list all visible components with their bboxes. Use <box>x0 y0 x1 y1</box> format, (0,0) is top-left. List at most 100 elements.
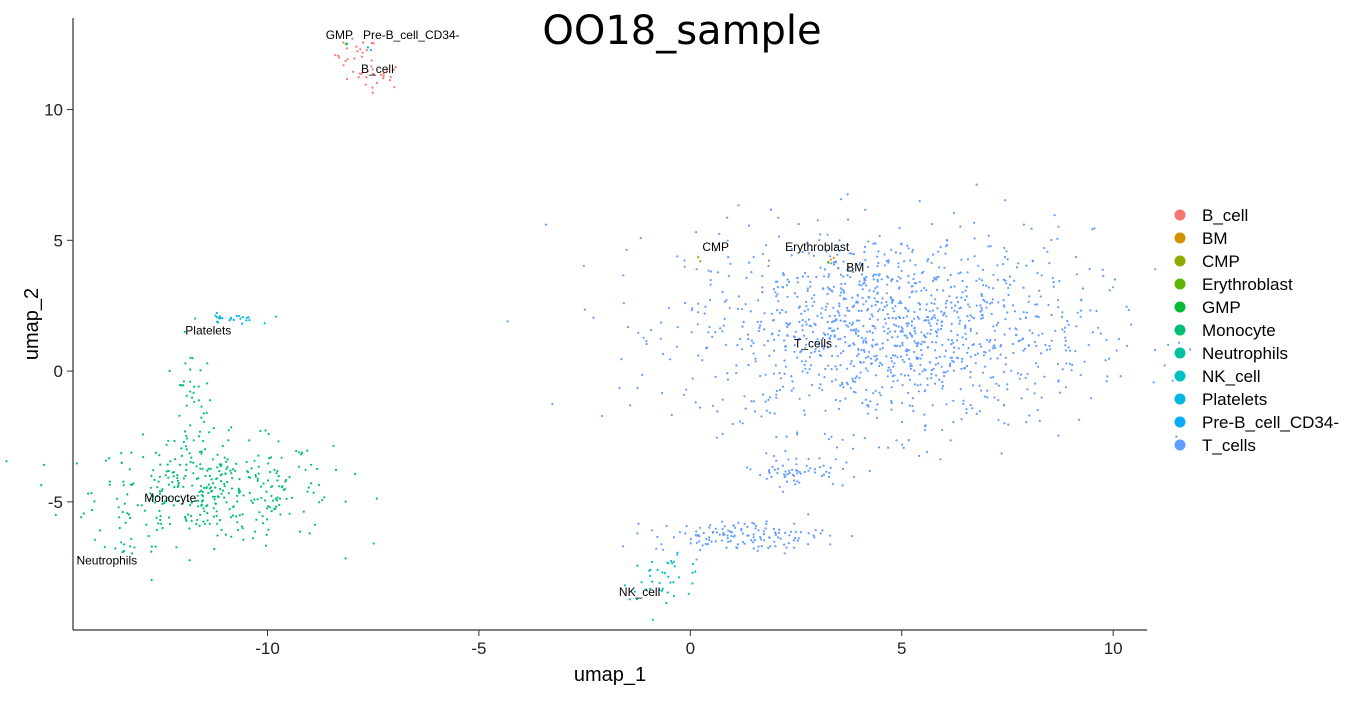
point-t-cells <box>852 475 856 478</box>
point-t-cells <box>930 294 933 297</box>
point-b-cell <box>356 50 359 53</box>
point-monocyte <box>209 467 212 470</box>
point-monocyte <box>215 514 218 518</box>
point-monocyte <box>206 504 209 507</box>
point-t-cells <box>903 334 906 337</box>
point-t-cells <box>824 333 827 336</box>
legend-swatch <box>1174 209 1186 221</box>
point-t-cells <box>787 458 790 461</box>
point-t-cells <box>752 255 755 259</box>
point-t-cells <box>857 352 860 356</box>
point-t-cells <box>923 413 926 416</box>
legend-swatch <box>1174 370 1186 382</box>
point-monocyte <box>129 516 132 520</box>
point-gmp <box>345 43 348 46</box>
point-t-cells <box>1076 311 1079 314</box>
point-t-cells <box>867 405 870 408</box>
point-t-cells <box>920 289 923 292</box>
point-t-cells <box>1020 397 1023 400</box>
point-t-cells <box>872 278 875 281</box>
point-t-cells <box>879 361 882 364</box>
point-t-cells <box>1046 250 1049 253</box>
point-t-cells <box>956 333 959 336</box>
point-t-cells <box>1105 380 1108 383</box>
point-monocyte <box>304 468 307 471</box>
point-t-cells <box>898 302 901 305</box>
point-t-cells <box>1126 344 1129 348</box>
point-t-cells <box>985 284 988 287</box>
point-t-cells <box>786 295 789 298</box>
point-t-cells <box>895 324 898 327</box>
point-t-cells <box>600 414 604 418</box>
point-t-cells <box>792 387 795 390</box>
point-monocyte <box>258 511 261 514</box>
point-monocyte <box>254 473 257 477</box>
point-t-cells <box>860 348 863 352</box>
point-t-cells <box>866 369 869 372</box>
point-t-cells <box>747 337 750 341</box>
point-monocyte <box>180 454 183 457</box>
point-t-cells <box>788 534 791 537</box>
point-monocyte <box>202 412 205 415</box>
point-t-cells <box>873 355 876 358</box>
point-t-cells <box>1043 375 1046 378</box>
point-t-cells <box>973 221 976 224</box>
point-nk-cell <box>663 572 667 575</box>
point-monocyte <box>200 416 203 419</box>
point-t-cells <box>868 296 871 299</box>
point-t-cells <box>893 374 896 377</box>
point-t-cells <box>875 354 878 357</box>
point-t-cells <box>899 300 902 303</box>
point-t-cells <box>725 546 728 549</box>
point-neutrophils <box>122 543 126 546</box>
point-nk-cell <box>658 588 661 592</box>
point-t-cells <box>768 536 771 539</box>
point-t-cells <box>781 385 785 388</box>
point-t-cells <box>941 384 945 388</box>
point-t-cells <box>980 314 983 317</box>
legend-swatch <box>1174 324 1186 336</box>
point-t-cells <box>649 329 653 332</box>
point-t-cells <box>762 530 766 533</box>
y-axis-title: umap_2 <box>21 288 43 360</box>
point-t-cells <box>809 364 813 367</box>
point-monocyte <box>75 462 78 465</box>
point-t-cells <box>934 349 937 352</box>
point-t-cells <box>862 339 865 342</box>
point-t-cells <box>1022 311 1025 314</box>
point-t-cells <box>797 537 800 540</box>
point-t-cells <box>1087 343 1090 347</box>
point-t-cells <box>766 339 770 342</box>
point-monocyte <box>317 483 320 487</box>
point-t-cells <box>695 541 699 544</box>
point-t-cells <box>930 301 933 305</box>
point-monocyte <box>207 467 210 470</box>
point-monocyte <box>188 504 192 507</box>
point-t-cells <box>752 352 755 355</box>
point-t-cells <box>878 446 881 449</box>
point-t-cells <box>869 400 872 403</box>
point-t-cells <box>712 530 715 533</box>
point-t-cells <box>697 534 700 537</box>
point-t-cells <box>760 538 763 541</box>
point-t-cells <box>830 368 833 371</box>
point-t-cells <box>722 533 725 536</box>
point-t-cells <box>920 343 923 346</box>
point-t-cells <box>793 474 796 477</box>
point-t-cells <box>794 483 797 486</box>
point-monocyte <box>187 513 190 516</box>
point-b-cell <box>371 72 375 75</box>
point-t-cells <box>783 552 786 555</box>
point-t-cells <box>881 297 884 300</box>
point-nk-cell <box>649 574 652 578</box>
point-t-cells <box>968 319 971 322</box>
point-t-cells <box>1045 348 1049 351</box>
point-t-cells <box>1013 279 1016 282</box>
point-monocyte <box>190 456 193 459</box>
point-monocyte <box>180 447 183 450</box>
point-monocyte <box>183 430 187 433</box>
point-t-cells <box>987 245 990 248</box>
point-nk-cell <box>645 588 648 591</box>
point-t-cells <box>829 334 832 337</box>
point-t-cells <box>793 350 796 353</box>
